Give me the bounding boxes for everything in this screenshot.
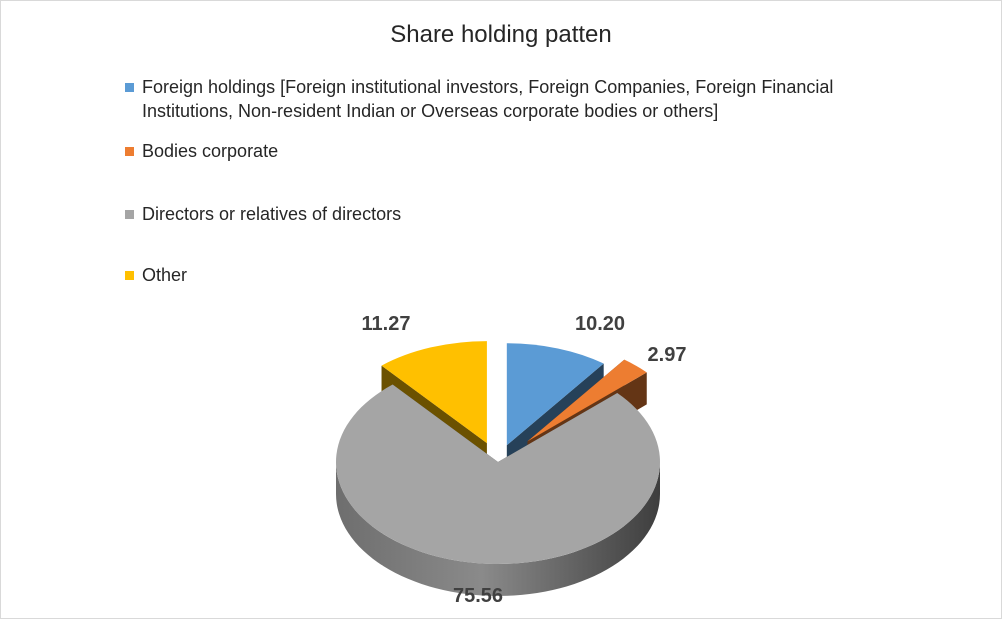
legend-swatch bbox=[125, 83, 134, 92]
legend-label: Other bbox=[142, 265, 188, 285]
legend-swatch bbox=[125, 210, 134, 219]
data-label-bodies-corporate: 2.97 bbox=[648, 344, 687, 366]
pie-slice-directors bbox=[336, 384, 660, 596]
legend-label: Bodies corporate bbox=[142, 141, 279, 161]
legend-label: Directors or relatives of directors bbox=[142, 204, 402, 224]
legend-item-bodies-corporate: Bodies corporate bbox=[125, 139, 278, 163]
slice-rim bbox=[336, 462, 660, 596]
legend-item-foreign-holdings: Foreign holdings [Foreign institutional … bbox=[125, 75, 925, 123]
slice-top bbox=[527, 359, 647, 442]
legend-item-other: Other bbox=[125, 263, 187, 287]
slice-top bbox=[506, 343, 604, 446]
chart-title: Share holding patten bbox=[390, 21, 612, 48]
data-label-directors: 75.56 bbox=[453, 585, 503, 607]
data-label-foreign-holdings: 10.20 bbox=[575, 313, 625, 335]
legend-swatch bbox=[125, 271, 134, 280]
legend-swatch bbox=[125, 147, 134, 156]
legend-label: Foreign holdings [Foreign institutional … bbox=[142, 77, 834, 121]
slice-top bbox=[381, 341, 487, 444]
data-label-other: 11.27 bbox=[362, 313, 411, 335]
slice-top bbox=[336, 384, 660, 564]
legend-item-directors: Directors or relatives of directors bbox=[125, 202, 401, 226]
